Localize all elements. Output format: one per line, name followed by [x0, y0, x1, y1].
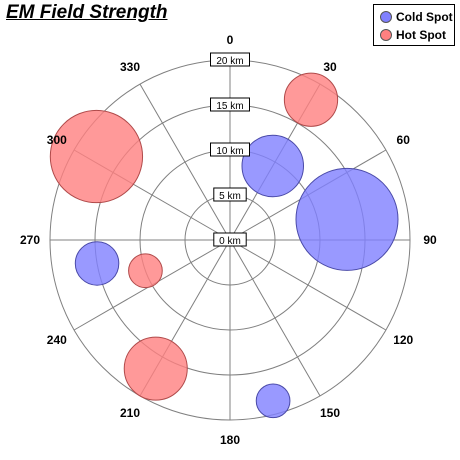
angle-label-60: 60 [397, 133, 411, 147]
radial-label-4: 20 km [216, 56, 243, 67]
legend-swatch-hot-spot [380, 29, 392, 41]
bubble-hot-spot-2 [128, 253, 163, 289]
angle-label-30: 30 [323, 60, 337, 74]
legend-label-cold-spot: Cold Spot [396, 10, 453, 24]
legend-swatch-cold-spot [380, 11, 392, 23]
legend: Cold Spot Hot Spot [373, 4, 455, 46]
angle-label-210: 210 [120, 406, 140, 420]
angle-label-0: 0 [227, 33, 234, 47]
bubble-cold-spot-3 [255, 383, 291, 419]
chart-title: EM Field Strength [6, 2, 168, 23]
angle-label-150: 150 [320, 406, 340, 420]
grid-spoke-330 [139, 83, 231, 241]
radial-label-1: 5 km [219, 191, 241, 202]
grid-spoke-120 [229, 239, 387, 331]
radial-label-box-3 [210, 97, 250, 112]
angle-label-180: 180 [220, 433, 240, 447]
radial-label-box-1 [213, 187, 247, 202]
legend-item-hot-spot: Hot Spot [380, 27, 446, 43]
bubble-cold-spot-0 [241, 134, 305, 198]
bubble-cold-spot-2 [74, 241, 120, 286]
bubble-cold-spot-1 [295, 167, 399, 271]
radial-label-box-0 [213, 232, 247, 247]
angle-label-270: 270 [20, 233, 40, 247]
radial-label-2: 10 km [216, 146, 243, 157]
radial-label-0: 0 km [219, 236, 241, 247]
angle-label-330: 330 [120, 60, 140, 74]
angle-label-240: 240 [47, 333, 67, 347]
legend-label-hot-spot: Hot Spot [396, 28, 446, 42]
angle-label-300: 300 [47, 133, 67, 147]
grid-spoke-150 [229, 239, 321, 397]
legend-item-cold-spot: Cold Spot [380, 9, 453, 25]
axis-labels: 0 30 60 90 120 150 180 210 240 270 300 330 0 km 5 km 1… [20, 33, 437, 447]
bubble-hot-spot-0 [283, 72, 339, 127]
bubble-hot-spot-1 [49, 109, 144, 204]
angle-label-120: 120 [393, 333, 413, 347]
bubble-hot-spot-3 [123, 336, 188, 401]
radial-label-box-2 [210, 142, 250, 157]
bubble-layer [49, 72, 399, 419]
angle-label-90: 90 [423, 233, 437, 247]
radial-label-3: 15 km [216, 101, 243, 112]
radial-label-box-4 [210, 52, 250, 67]
